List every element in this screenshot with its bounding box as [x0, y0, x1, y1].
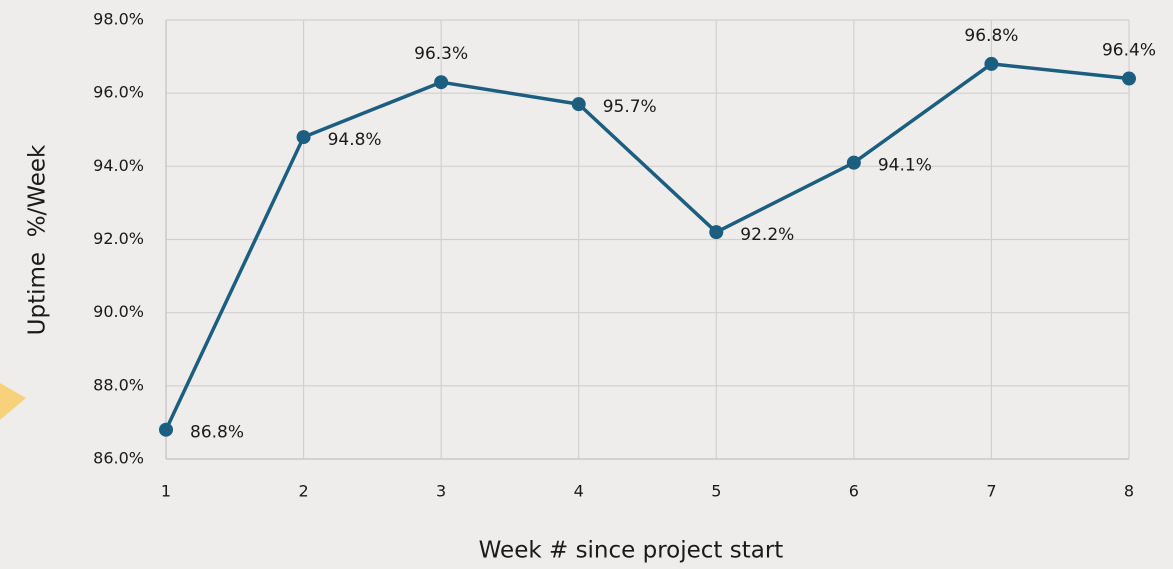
data-point: [709, 225, 724, 240]
x-tick-label: 3: [436, 482, 446, 501]
data-label: 96.8%: [964, 26, 1018, 46]
x-tick-label: 6: [849, 482, 859, 501]
decoration: [0, 383, 26, 420]
data-point: [1122, 71, 1136, 86]
x-tick-label: 2: [298, 482, 308, 501]
y-tick-label: 88.0%: [93, 375, 144, 394]
y-tick-label: 94.0%: [93, 156, 144, 175]
data-point: [984, 56, 999, 71]
data-point: [159, 422, 173, 437]
data-label: 92.2%: [740, 225, 794, 245]
y-tick-label: 92.0%: [93, 229, 144, 248]
series-line: [164, 62, 1130, 431]
y-tick-label: 96.0%: [93, 83, 144, 102]
data-point: [571, 97, 586, 112]
data-label: 96.3%: [414, 44, 468, 64]
x-tick-label: 8: [1124, 482, 1134, 501]
data-point: [846, 155, 861, 170]
y-tick-label: 90.0%: [93, 302, 144, 321]
data-label: 95.7%: [603, 97, 657, 117]
y-tick-label: 86.0%: [93, 449, 144, 468]
x-tick-label: 1: [161, 482, 171, 501]
data-label: 94.1%: [878, 156, 932, 176]
x-tick-label: 4: [574, 482, 584, 501]
data-label: 96.4%: [1102, 41, 1156, 61]
x-tick-label: 5: [711, 482, 721, 501]
data-label: 86.8%: [190, 423, 244, 443]
data-label: 94.8%: [328, 130, 382, 150]
x-axis-title: Week # since project start: [479, 538, 784, 564]
y-tick-label: 98.0%: [93, 10, 144, 29]
x-tick-label: 7: [986, 482, 996, 501]
data-point: [296, 130, 311, 145]
y-axis-title: Uptime %/Week: [25, 144, 51, 335]
data-point: [434, 75, 449, 90]
